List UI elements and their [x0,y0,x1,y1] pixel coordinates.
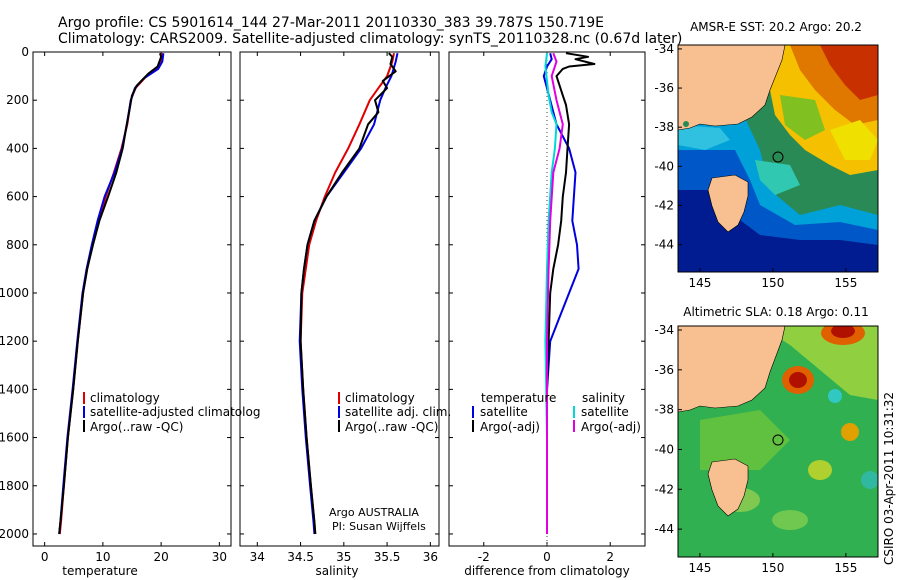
series-line-temperature-satellite [542,52,580,534]
legend-label: climatology [90,391,160,405]
map-x-tick-label: 150 [761,561,784,575]
y-tick-label: 400 [6,141,29,155]
sla-map-axes: 145 150 155 -34 -36 -38 -40 -42 -44 [654,323,857,575]
x-tick-label: 35 [336,550,351,564]
y-tick-label: 200 [6,93,29,107]
legend-group-title-temperature: temperature [481,391,556,405]
x-tick-label: 0 [41,550,49,564]
legend-label: Argo(..raw -QC) [90,420,183,434]
series-line-temperature-argo-adj- [546,52,596,534]
x-tick-label: 30 [212,550,227,564]
figure-title-line-2: Climatology: CARS2009. Satellite-adjuste… [58,31,683,47]
map-y-tick-label: -40 [654,442,674,456]
difference-legend: temperature satellite Argo(-adj) salinit… [472,391,641,434]
sla-map [678,326,878,557]
map-x-tick-label: 155 [834,276,857,290]
y-tick-label: 1600 [0,431,29,445]
map-y-tick-label: -42 [654,482,674,496]
map-x-tick-label: 145 [688,276,711,290]
temperature-xlabel: temperature [62,564,137,578]
map-y-tick-label: -40 [654,159,674,173]
salinity-plot-frame [239,51,440,547]
legend-label: satellite [581,405,629,419]
difference-xlabel: difference from climatology [464,564,630,578]
legend-label: satellite adj. clim. [345,405,451,419]
map-x-tick-label: 155 [834,561,857,575]
x-tick-label: 34.5 [287,550,314,564]
difference-profile-panel: -2 0 2 [448,51,646,564]
series-line-argo-raw-qc- [299,52,397,535]
map-x-tick-label: 150 [761,276,784,290]
legend-group-title-salinity: salinity [582,391,625,405]
temperature-legend: climatology satellite-adjusted climatolo… [83,391,260,434]
y-tick-label: 1800 [0,479,29,493]
y-tick-label: 2000 [0,527,29,541]
sst-map-axes: 145 150 155 -34 -36 -38 -40 -42 -44 [654,42,857,290]
series-line-salinity-satellite [544,53,558,534]
x-tick-label: -2 [478,550,490,564]
legend-label: climatology [345,391,415,405]
temperature-profile-panel: 0 10 20 30 0 200 400 600 800 1000 1200 1400 1600 1800… [0,45,232,564]
argo-float-marker [772,151,784,163]
y-tick-label: 0 [21,45,29,59]
legend-label: Argo(-adj) [480,420,540,434]
sla-map-title: Altimetric SLA: 0.18 Argo: 0.11 [683,305,868,319]
map-x-tick-label: 145 [688,561,711,575]
legend-label: satellite-adjusted climatolog [90,405,260,419]
argo-australia-note: Argo AUSTRALIA [329,506,419,519]
x-tick-label: 10 [95,550,110,564]
y-tick-label: 1200 [0,334,29,348]
x-tick-label: 20 [153,550,168,564]
salinity-legend: climatology satellite adj. clim. Argo(..… [338,391,451,434]
x-tick-label: 2 [606,550,614,564]
map-y-tick-label: -34 [654,42,674,56]
salinity-profile-panel: 34 34.5 35 35.5 36 [239,51,440,564]
y-tick-label: 600 [6,190,29,204]
pi-note: PI: Susan Wijffels [332,520,426,533]
temperature-plot-frame [32,51,232,547]
map-y-tick-label: -42 [654,198,674,212]
salinity-xlabel: salinity [315,564,358,578]
y-tick-label: 1400 [0,382,29,396]
legend-label: satellite [480,405,528,419]
series-line-argo-raw-qc- [58,52,163,535]
x-tick-label: 0 [543,550,551,564]
legend-label: Argo(-adj) [581,420,641,434]
y-tick-label: 1000 [0,286,29,300]
x-tick-label: 34 [250,550,265,564]
map-y-tick-label: -34 [654,323,674,337]
map-y-tick-label: -36 [654,81,674,95]
map-y-tick-label: -36 [654,363,674,377]
sst-map [678,45,878,272]
map-y-tick-label: -38 [654,120,674,134]
x-tick-label: 35.5 [374,550,401,564]
x-tick-label: 36 [423,550,438,564]
map-y-tick-label: -44 [654,238,674,252]
map-y-tick-label: -44 [654,522,674,536]
csiro-timestamp: CSIRO 03-Apr-2011 10:31:32 [882,392,896,565]
legend-label: Argo(..raw -QC) [345,420,438,434]
y-tick-label: 800 [6,238,29,252]
series-line-salinity-argo-adj- [546,52,564,534]
map-y-tick-label: -38 [654,403,674,417]
figure-title-line-1: Argo profile: CS 5901614_144 27-Mar-2011… [58,15,605,31]
argo-float-marker [772,434,784,446]
sst-map-title: AMSR-E SST: 20.2 Argo: 20.2 [690,20,862,34]
